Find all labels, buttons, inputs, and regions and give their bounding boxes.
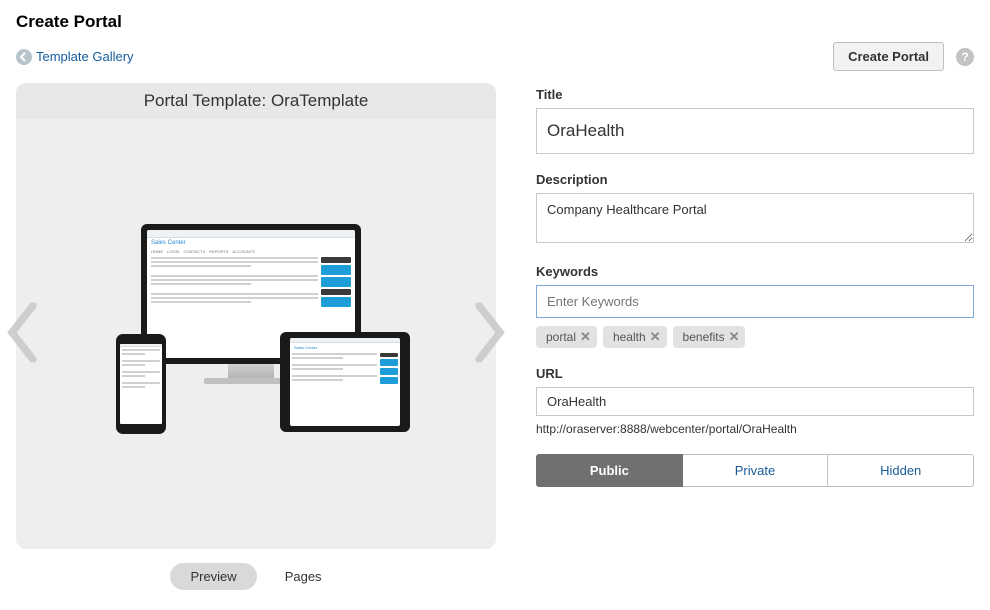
preview-tabs: Preview Pages xyxy=(16,563,496,590)
visibility-private-button[interactable]: Private xyxy=(683,454,829,487)
description-label: Description xyxy=(536,172,974,187)
page-title: Create Portal xyxy=(16,12,974,32)
help-icon[interactable]: ? xyxy=(956,48,974,66)
keyword-tags: portal✕ health✕ benefits✕ xyxy=(536,326,974,348)
remove-tag-icon[interactable]: ✕ xyxy=(580,329,591,345)
page-header: Create Portal xyxy=(0,0,990,38)
device-mockup: Sales Center HOMELOGINCONTACTSREPORTSACC… xyxy=(126,224,386,444)
mock-screen-title: Sales Center xyxy=(147,238,355,248)
keywords-field-group: Keywords portal✕ health✕ benefits✕ xyxy=(536,264,974,348)
main-content: Portal Template: OraTemplate Sales Cente… xyxy=(0,83,990,610)
visibility-toggle: Public Private Hidden xyxy=(536,454,974,487)
preview-area: Sales Center HOMELOGINCONTACTSREPORTSACC… xyxy=(16,119,496,549)
template-gallery-link[interactable]: Template Gallery xyxy=(16,49,134,65)
url-input[interactable] xyxy=(536,387,974,416)
back-arrow-icon xyxy=(16,49,32,65)
phone-mockup xyxy=(116,334,166,434)
carousel-next-button[interactable] xyxy=(470,303,506,366)
preview-column: Portal Template: OraTemplate Sales Cente… xyxy=(16,83,496,590)
url-preview-text: http://oraserver:8888/webcenter/portal/O… xyxy=(536,422,974,436)
tab-pages[interactable]: Pages xyxy=(265,563,342,590)
tab-preview[interactable]: Preview xyxy=(170,563,256,590)
keyword-tag: portal✕ xyxy=(536,326,597,348)
visibility-hidden-button[interactable]: Hidden xyxy=(828,454,974,487)
description-field-group: Description xyxy=(536,172,974,246)
back-link-label: Template Gallery xyxy=(36,49,134,64)
url-label: URL xyxy=(536,366,974,381)
create-portal-button[interactable]: Create Portal xyxy=(833,42,944,71)
top-bar: Template Gallery Create Portal ? xyxy=(0,38,990,83)
title-input[interactable] xyxy=(536,108,974,154)
keyword-tag: benefits✕ xyxy=(673,326,746,348)
form-column: Title Description Keywords portal✕ healt… xyxy=(536,83,974,590)
template-title: Portal Template: OraTemplate xyxy=(16,83,496,119)
carousel-prev-button[interactable] xyxy=(6,303,42,366)
keywords-label: Keywords xyxy=(536,264,974,279)
remove-tag-icon[interactable]: ✕ xyxy=(650,329,661,345)
remove-tag-icon[interactable]: ✕ xyxy=(729,329,740,345)
tablet-mockup: Sales Center xyxy=(280,332,410,432)
keywords-input[interactable] xyxy=(536,285,974,318)
visibility-public-button[interactable]: Public xyxy=(536,454,683,487)
keyword-tag: health✕ xyxy=(603,326,667,348)
title-label: Title xyxy=(536,87,974,102)
title-field-group: Title xyxy=(536,87,974,154)
url-field-group: URL http://oraserver:8888/webcenter/port… xyxy=(536,366,974,436)
description-input[interactable] xyxy=(536,193,974,243)
